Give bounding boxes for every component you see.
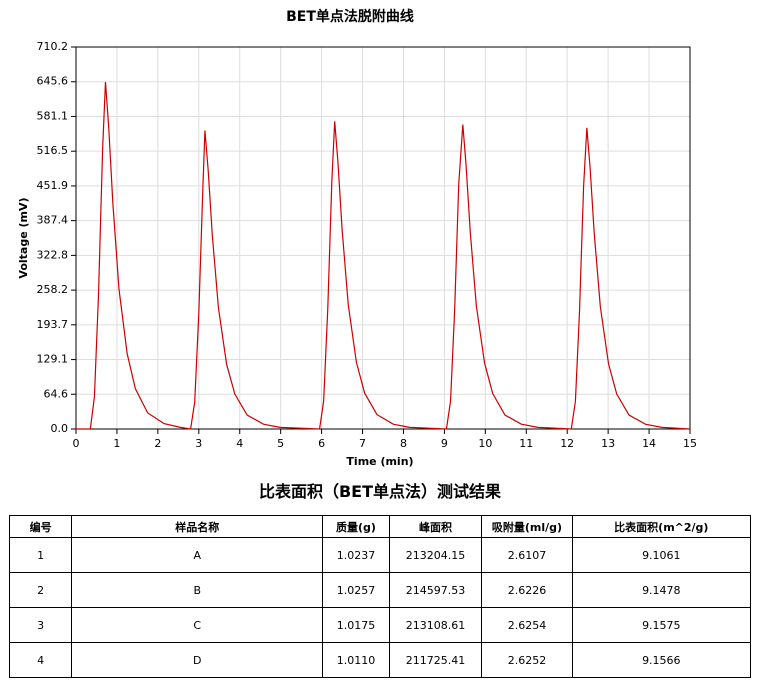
- table-cell: 1.0257: [322, 572, 390, 608]
- table-cell: 2.6252: [481, 642, 573, 678]
- table-cell: 2.6254: [481, 607, 573, 643]
- table-row: 1 A 1.0237 213204.15 2.6107 9.1061: [8, 537, 752, 573]
- y-tick-label: 581.1: [37, 109, 69, 122]
- table-cell: 213108.61: [388, 607, 483, 643]
- y-tick-label: 387.4: [37, 214, 69, 227]
- table-row: 2 B 1.0257 214597.53 2.6226 9.1478: [8, 572, 752, 608]
- x-tick-label: 2: [154, 437, 161, 450]
- x-tick-label: 9: [441, 437, 448, 450]
- data-line: [76, 82, 691, 430]
- x-tick-label: 13: [601, 437, 615, 450]
- table-cell: 1: [8, 537, 73, 573]
- table-header: 质量(g): [322, 515, 390, 538]
- plot-frame: [75, 46, 691, 430]
- table-cell: D: [71, 642, 324, 678]
- table-cell: 9.1566: [571, 642, 752, 678]
- table-cell: 9.1478: [571, 572, 752, 608]
- table-cell: 213204.15: [388, 537, 483, 573]
- chart: BET单点法脱附曲线 Time (min) Voltage (mV) 0.064…: [17, 8, 697, 468]
- y-tick-label: 0.0: [51, 422, 69, 435]
- table-title: 比表面积（BET单点法）测试结果: [258, 482, 502, 501]
- table-cell: 2: [8, 572, 73, 608]
- y-tick-label: 258.2: [37, 283, 69, 296]
- y-tick-label: 645.6: [37, 75, 69, 88]
- table-cell: C: [71, 607, 324, 643]
- x-tick-label: 8: [400, 437, 407, 450]
- table-header: 编号: [8, 515, 73, 538]
- x-tick-label: 4: [236, 437, 243, 450]
- table-cell: 3: [8, 607, 73, 643]
- y-tick-label: 193.7: [37, 318, 69, 331]
- table-cell: 9.1061: [571, 537, 752, 573]
- table-cell: 214597.53: [388, 572, 483, 608]
- x-tick-label: 5: [277, 437, 284, 450]
- table-cell: 4: [8, 642, 73, 678]
- result-table: 编号 样品名称 质量(g) 峰面积 吸附量(ml/g) 比表面积(m^2/g) 1 A 1.02…: [8, 515, 752, 678]
- x-tick-label: 10: [478, 437, 492, 450]
- x-tick-label: 12: [560, 437, 574, 450]
- table-header: 样品名称: [71, 515, 324, 538]
- x-tick-label: 3: [195, 437, 202, 450]
- table-cell: 211725.41: [388, 642, 483, 678]
- table-header: 峰面积: [388, 515, 483, 538]
- x-tick-label: 1: [113, 437, 120, 450]
- x-tick-label: 14: [642, 437, 656, 450]
- y-tick-label: 64.6: [44, 387, 69, 400]
- y-tick-label: 516.5: [37, 144, 69, 157]
- table-cell: 1.0175: [322, 607, 390, 643]
- y-axis-label: Voltage (mV): [17, 197, 30, 278]
- table-row: 4 D 1.0110 211725.41 2.6252 9.1566: [8, 642, 752, 678]
- y-tick-label: 129.1: [37, 353, 69, 366]
- x-axis-label: Time (min): [346, 455, 413, 468]
- table-cell: 2.6226: [481, 572, 573, 608]
- x-tick-label: 11: [519, 437, 533, 450]
- table-header: 吸附量(ml/g): [481, 515, 573, 538]
- x-tick-label: 15: [683, 437, 697, 450]
- table-cell: 1.0110: [322, 642, 390, 678]
- table-header: 比表面积(m^2/g): [571, 515, 752, 538]
- table-row: 3 C 1.0175 213108.61 2.6254 9.1575: [8, 607, 752, 643]
- y-tick-label: 451.9: [37, 179, 69, 192]
- table-cell: 9.1575: [571, 607, 752, 643]
- y-tick-label: 322.8: [37, 248, 69, 261]
- x-tick-label: 0: [73, 437, 80, 450]
- table-cell: A: [71, 537, 324, 573]
- x-tick-label: 7: [359, 437, 366, 450]
- x-tick-label: 6: [318, 437, 325, 450]
- table-cell: 1.0237: [322, 537, 390, 573]
- chart-title: BET单点法脱附曲线: [286, 8, 414, 25]
- table-cell: 2.6107: [481, 537, 573, 573]
- y-tick-label: 710.2: [37, 40, 69, 53]
- table-cell: B: [71, 572, 324, 608]
